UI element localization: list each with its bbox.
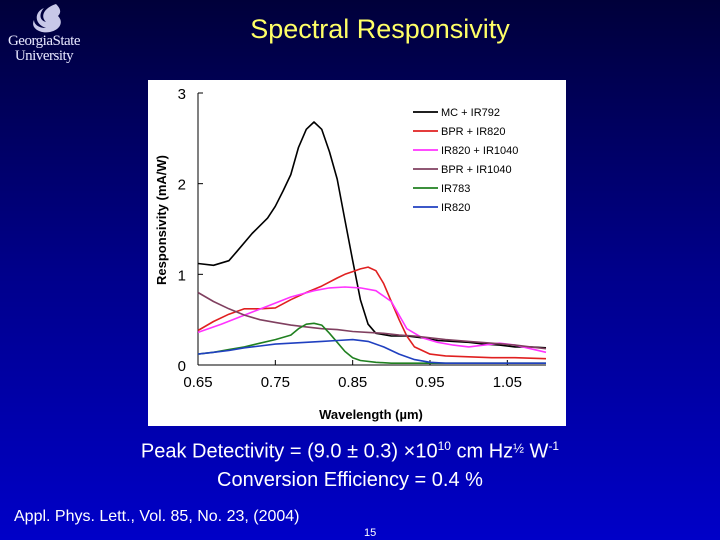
responsivity-chart: 0 1 2 3 0.65 0.75 0.85 0.95 1.05 MC + IR792 BPR +…	[154, 86, 547, 422]
y-tick-label-3: 3	[178, 86, 186, 103]
reference-citation: Appl. Phys. Lett., Vol. 85, No. 23, (200…	[14, 508, 300, 525]
peak-detectivity-caption: Peak Detectivity = (9.0 ± 0.3) ×1010 cm …	[0, 439, 700, 464]
caption1-w-exponent: -1	[548, 439, 560, 453]
x-tick-label-0.85: 0.85	[338, 374, 367, 391]
legend-label-5: IR820	[441, 202, 470, 214]
legend-label-1: BPR + IR820	[441, 126, 506, 138]
caption1-half: ½	[513, 440, 524, 456]
conversion-efficiency-caption: Conversion Efficiency = 0.4 %	[217, 469, 483, 491]
caption1-unit: cm Hz	[450, 440, 514, 463]
series-line-2	[197, 286, 547, 354]
logo-line2: University	[14, 48, 74, 64]
y-tick-label-0: 0	[178, 358, 186, 375]
legend-label-0: MC + IR792	[441, 107, 500, 119]
y-axis-label: Responsivity (mA/W)	[154, 155, 169, 285]
y-tick-label-1: 1	[178, 267, 186, 284]
slide-title: Spectral Responsivity	[250, 14, 510, 44]
chart-panel: 0 1 2 3 0.65 0.75 0.85 0.95 1.05 MC + IR792 BPR +…	[148, 80, 566, 426]
series-line-3	[197, 291, 547, 350]
caption1-w: W	[524, 440, 549, 463]
series-line-4	[197, 322, 546, 365]
page-number: 15	[364, 527, 377, 539]
legend-label-3: BPR + IR1040	[441, 164, 512, 176]
x-axis-label: Wavelength (µm)	[319, 407, 423, 422]
x-tick-label-1.05: 1.05	[493, 374, 522, 391]
y-tick-label-2: 2	[178, 177, 186, 194]
logo-line1: GeorgiaState	[7, 33, 81, 49]
university-logo: GeorgiaState University	[4, 2, 84, 66]
legend-label-4: IR783	[441, 183, 470, 195]
caption1-prefix: Peak Detectivity = (9.0 ± 0.3) ×10	[140, 440, 438, 463]
x-tick-label-0.65: 0.65	[183, 374, 212, 391]
caption1-exponent: 10	[437, 439, 451, 453]
flame-icon	[33, 4, 61, 33]
x-tick-label-0.95: 0.95	[415, 374, 444, 391]
series-line-5	[197, 338, 546, 365]
x-tick-label-0.75: 0.75	[261, 374, 290, 391]
legend-label-2: IR820 + IR1040	[441, 145, 518, 157]
series-line-0	[197, 121, 547, 349]
